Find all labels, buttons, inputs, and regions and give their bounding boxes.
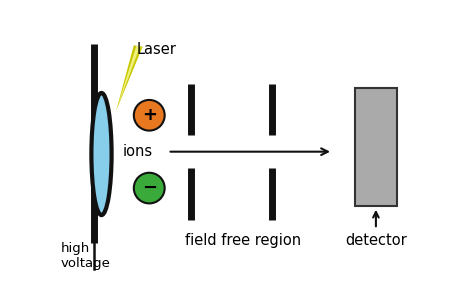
Ellipse shape	[134, 100, 164, 131]
Text: high
voltage: high voltage	[61, 242, 111, 270]
Text: +: +	[142, 106, 157, 124]
Ellipse shape	[91, 93, 111, 215]
Polygon shape	[116, 46, 140, 111]
Text: −: −	[142, 179, 157, 197]
Text: detector: detector	[345, 233, 407, 248]
Text: field free region: field free region	[185, 233, 301, 248]
Bar	[355, 88, 397, 206]
Text: ions: ions	[123, 144, 153, 159]
Ellipse shape	[134, 173, 164, 203]
Polygon shape	[116, 45, 143, 111]
Text: Laser: Laser	[137, 42, 176, 57]
